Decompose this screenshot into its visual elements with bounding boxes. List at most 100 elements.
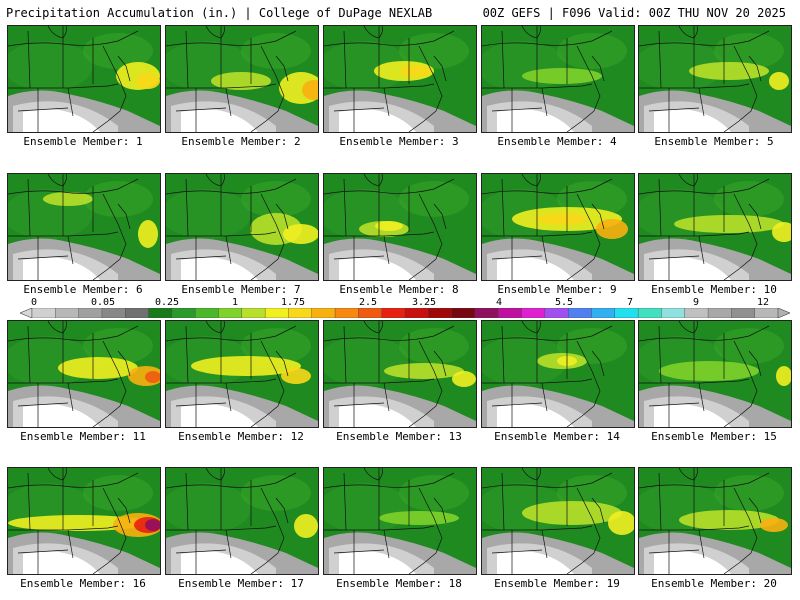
ensemble-member-map xyxy=(7,25,161,133)
colorbar-segment xyxy=(707,308,732,318)
precip-map-image xyxy=(324,174,476,280)
colorbar-tick-label: 3.25 xyxy=(411,297,437,308)
ensemble-member-caption: Ensemble Member: 4 xyxy=(497,135,617,148)
colorbar-segment xyxy=(731,308,756,318)
colorbar-segment xyxy=(428,308,453,318)
colorbar-segment xyxy=(661,308,686,318)
product-title: Precipitation Accumulation (in.) | Colle… xyxy=(6,6,433,20)
ensemble-member-map xyxy=(323,467,477,575)
ensemble-member-caption: Ensemble Member: 5 xyxy=(654,135,774,148)
ensemble-member-map xyxy=(323,173,477,281)
colorbar-segment xyxy=(521,308,546,318)
precip-map-image xyxy=(166,26,318,132)
ensemble-member-caption: Ensemble Member: 20 xyxy=(651,577,777,590)
precip-map-image xyxy=(482,468,634,574)
colorbar-left-arrow xyxy=(20,308,33,318)
ensemble-member-map xyxy=(481,173,635,281)
ensemble-member-caption: Ensemble Member: 12 xyxy=(178,430,304,443)
colorbar-segment xyxy=(684,308,709,318)
precip-map-image xyxy=(639,174,791,280)
colorbar-segment xyxy=(381,308,406,318)
colorbar-tick-label: 1.75 xyxy=(280,297,306,308)
colorbar-scale xyxy=(20,308,790,318)
ensemble-member-caption: Ensemble Member: 14 xyxy=(494,430,620,443)
colorbar-tick-label: 1 xyxy=(231,297,239,308)
precip-map-image xyxy=(166,468,318,574)
ensemble-member-map xyxy=(638,173,792,281)
colorbar-tick-label: 12 xyxy=(756,297,770,308)
precip-map-image xyxy=(8,26,160,132)
colorbar-segment xyxy=(78,308,103,318)
colorbar-segment xyxy=(31,308,56,318)
ensemble-member-map xyxy=(638,320,792,428)
ensemble-member-caption: Ensemble Member: 17 xyxy=(178,577,304,590)
colorbar-segment xyxy=(358,308,383,318)
precip-map-image xyxy=(324,468,476,574)
ensemble-member-caption: Ensemble Member: 15 xyxy=(651,430,777,443)
ensemble-member-caption: Ensemble Member: 11 xyxy=(20,430,146,443)
colorbar-segment xyxy=(474,308,499,318)
colorbar-tick-label: 5.5 xyxy=(554,297,574,308)
colorbar-tick-label: 0.05 xyxy=(90,297,116,308)
colorbar-segment xyxy=(218,308,243,318)
precip-map-image xyxy=(639,26,791,132)
ensemble-member-caption: Ensemble Member: 16 xyxy=(20,577,146,590)
precip-map-image xyxy=(8,468,160,574)
precip-map-image xyxy=(639,321,791,427)
colorbar-segment xyxy=(567,308,593,318)
header: Precipitation Accumulation (in.) | Colle… xyxy=(0,0,800,24)
colorbar-segment xyxy=(451,308,476,318)
colorbar-segment xyxy=(288,308,313,318)
colorbar-tick-label: 4 xyxy=(495,297,503,308)
colorbar-right-arrow xyxy=(777,308,790,318)
ensemble-member-map xyxy=(7,173,161,281)
ensemble-member-caption: Ensemble Member: 1 xyxy=(23,135,143,148)
colorbar-segment xyxy=(591,308,616,318)
ensemble-member-map xyxy=(165,25,319,133)
precip-map-image xyxy=(324,26,476,132)
colorbar-segment xyxy=(264,308,290,318)
ensemble-member-map xyxy=(323,320,477,428)
ensemble-member-map xyxy=(165,173,319,281)
precip-map-image xyxy=(166,174,318,280)
colorbar-tick-label: 9 xyxy=(692,297,700,308)
colorbar-segment xyxy=(544,308,569,318)
ensemble-member-map xyxy=(7,320,161,428)
ensemble-member-map xyxy=(638,467,792,575)
colorbar-tick-label: 7 xyxy=(626,297,634,308)
colorbar-segment xyxy=(101,308,126,318)
ensemble-member-map xyxy=(323,25,477,133)
colorbar-segment xyxy=(241,308,266,318)
ensemble-member-caption: Ensemble Member: 6 xyxy=(23,283,143,296)
precip-map-image xyxy=(482,174,634,280)
colorbar-segment xyxy=(334,308,359,318)
colorbar-tick-label: 0 xyxy=(30,297,38,308)
colorbar-segment xyxy=(404,308,429,318)
colorbar-tick-label: 2.5 xyxy=(358,297,378,308)
colorbar-segment xyxy=(55,308,80,318)
precip-map-image xyxy=(8,174,160,280)
ensemble-member-caption: Ensemble Member: 8 xyxy=(339,283,459,296)
ensemble-member-caption: Ensemble Member: 2 xyxy=(181,135,301,148)
run-valid-info: 00Z GEFS | F096 Valid: 00Z THU NOV 20 20… xyxy=(482,6,786,20)
colorbar-segment xyxy=(171,308,196,318)
ensemble-member-caption: Ensemble Member: 3 xyxy=(339,135,459,148)
precip-map-image xyxy=(482,26,634,132)
colorbar-segment xyxy=(125,308,150,318)
ensemble-member-caption: Ensemble Member: 13 xyxy=(336,430,462,443)
ensemble-member-caption: Ensemble Member: 7 xyxy=(181,283,301,296)
colorbar-tick-label: 0.25 xyxy=(154,297,180,308)
precip-map-image xyxy=(166,321,318,427)
ensemble-member-map xyxy=(481,467,635,575)
ensemble-member-caption: Ensemble Member: 18 xyxy=(336,577,462,590)
ensemble-member-map xyxy=(165,467,319,575)
ensemble-member-map xyxy=(7,467,161,575)
colorbar-segment xyxy=(637,308,663,318)
ensemble-member-map xyxy=(481,25,635,133)
precip-map-image xyxy=(324,321,476,427)
colorbar-segment xyxy=(194,308,220,318)
ensemble-member-caption: Ensemble Member: 10 xyxy=(651,283,777,296)
colorbar-segment xyxy=(148,308,173,318)
colorbar-segment xyxy=(754,308,779,318)
precip-map-image xyxy=(639,468,791,574)
